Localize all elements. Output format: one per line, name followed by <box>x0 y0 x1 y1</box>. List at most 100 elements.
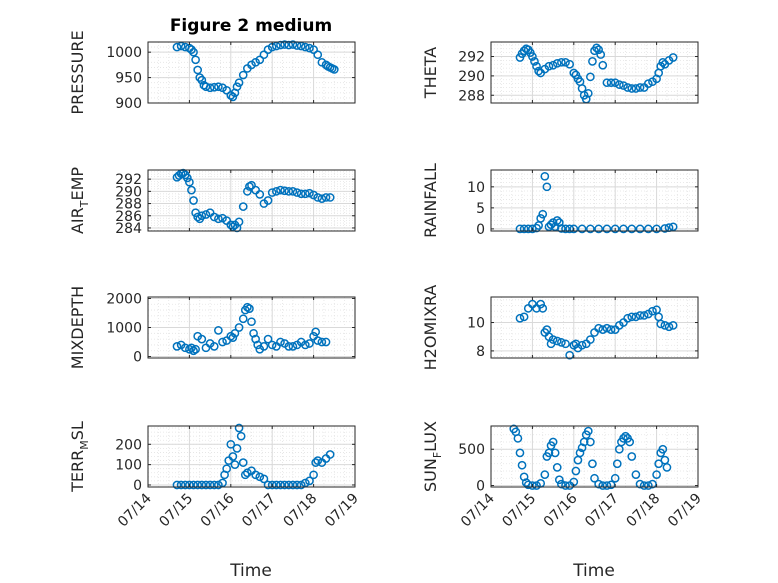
data-point <box>209 342 219 351</box>
data-point <box>311 458 321 467</box>
data-point <box>557 57 566 67</box>
data-point <box>228 452 238 461</box>
data-point <box>276 480 285 490</box>
data-point <box>565 59 575 69</box>
data-point <box>536 299 546 309</box>
data-point <box>656 319 666 329</box>
data-point <box>292 480 302 490</box>
data-point <box>305 188 314 198</box>
data-point <box>592 43 601 53</box>
data-point <box>238 70 248 80</box>
y-tick-label: 10 <box>467 316 485 332</box>
data-point <box>209 480 219 490</box>
data-point <box>627 224 637 234</box>
data-point <box>313 193 323 202</box>
data-point <box>658 444 668 454</box>
data-point <box>532 61 541 71</box>
data-point <box>276 40 285 50</box>
data-point <box>189 47 198 57</box>
data-point <box>631 84 641 93</box>
data-point <box>631 470 641 480</box>
data-point <box>255 55 265 65</box>
data-point <box>586 72 595 82</box>
data-point <box>259 50 269 60</box>
data-point <box>243 187 252 196</box>
data-point <box>565 224 575 234</box>
data-point <box>201 480 211 490</box>
data-point <box>577 340 587 350</box>
data-point <box>280 40 289 49</box>
data-point <box>528 52 537 61</box>
data-point <box>623 83 632 92</box>
data-point <box>300 42 310 52</box>
data-point <box>631 312 641 322</box>
data-point <box>214 214 223 224</box>
data-point <box>540 470 550 480</box>
data-point <box>296 189 306 199</box>
data-point <box>267 340 277 350</box>
data-point <box>187 45 196 54</box>
data-point <box>209 212 219 222</box>
subplot-mixdepth: 0 1000 2000 MIXDEPTH <box>68 286 356 369</box>
data-point <box>517 460 527 470</box>
y-tick-label: 288 <box>458 88 485 104</box>
y-axis-label: AIRTEMP <box>68 167 91 234</box>
data-point <box>228 222 238 232</box>
data-point <box>311 327 321 337</box>
data-point <box>571 466 581 476</box>
data-point <box>565 350 575 360</box>
y-tick-label: 950 <box>115 71 142 87</box>
data-point <box>300 189 310 199</box>
data-point <box>639 481 649 490</box>
data-point <box>598 60 608 70</box>
data-point <box>513 433 523 443</box>
data-point <box>588 57 597 66</box>
data-point <box>643 481 653 490</box>
figure-title: Figure 2 medium <box>170 16 332 36</box>
y-axis-label: PRESSURE <box>68 30 87 114</box>
data-point <box>569 68 579 78</box>
data-point <box>668 321 678 330</box>
data-point <box>532 481 541 490</box>
data-point <box>598 325 608 334</box>
data-series <box>515 171 678 234</box>
data-point <box>197 334 207 344</box>
data-point <box>546 220 556 230</box>
data-point <box>594 45 603 55</box>
data-point <box>238 458 248 467</box>
data-series <box>172 302 331 356</box>
data-point <box>201 210 211 219</box>
axes-frame <box>147 41 356 104</box>
data-point <box>554 475 564 485</box>
data-point <box>197 211 207 221</box>
data-point <box>276 185 285 195</box>
data-point <box>172 480 182 490</box>
data-point <box>561 224 570 234</box>
data-point <box>263 480 273 490</box>
data-point <box>619 433 628 443</box>
subplot-h2omixra: 8 10 H2OMIXRA <box>421 285 699 370</box>
data-point <box>300 340 310 350</box>
data-point <box>222 464 232 474</box>
y-tick-label: 292 <box>458 50 485 66</box>
y-axis-label: RAINFALL <box>421 163 440 238</box>
y-tick-label: 100 <box>115 458 142 474</box>
data-point <box>197 75 207 85</box>
subplot-theta: 288 290 292 THETA <box>421 41 699 104</box>
data-point <box>325 450 335 459</box>
data-point <box>660 321 670 330</box>
data-point <box>189 480 198 490</box>
y-tick-label: 1000 <box>106 321 142 337</box>
data-point <box>648 306 657 316</box>
data-point <box>284 40 294 50</box>
data-point <box>243 468 252 478</box>
y-tick-label: 288 <box>115 197 142 213</box>
data-point <box>325 193 335 202</box>
data-point <box>548 437 558 447</box>
data-point <box>234 217 244 227</box>
data-point <box>569 224 579 234</box>
data-point <box>610 224 620 234</box>
data-point <box>313 50 323 60</box>
data-series <box>172 168 335 233</box>
data-point <box>222 85 232 95</box>
